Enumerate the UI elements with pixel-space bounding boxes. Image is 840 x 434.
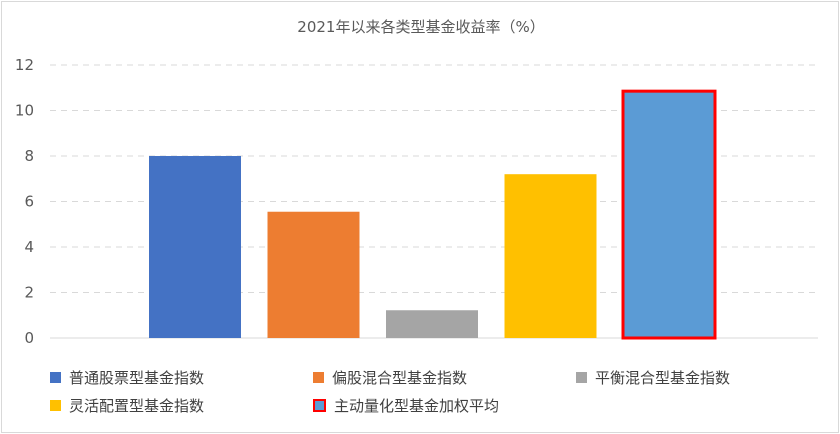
y-tick-label: 2 xyxy=(24,284,34,302)
y-tick-label: 10 xyxy=(15,102,34,120)
y-tick-label: 8 xyxy=(24,147,34,165)
y-tick-label: 4 xyxy=(24,238,34,256)
bar xyxy=(623,91,715,338)
chart-title: 2021年以来各类型基金收益率（%） xyxy=(297,18,545,36)
bar xyxy=(267,211,360,338)
bar xyxy=(504,174,597,338)
bar xyxy=(386,310,478,338)
y-tick-label: 12 xyxy=(15,56,34,74)
y-tick-label: 6 xyxy=(24,193,34,211)
y-tick-label: 0 xyxy=(24,329,34,347)
bar-highlight-outline xyxy=(621,89,717,340)
bar xyxy=(149,156,241,338)
